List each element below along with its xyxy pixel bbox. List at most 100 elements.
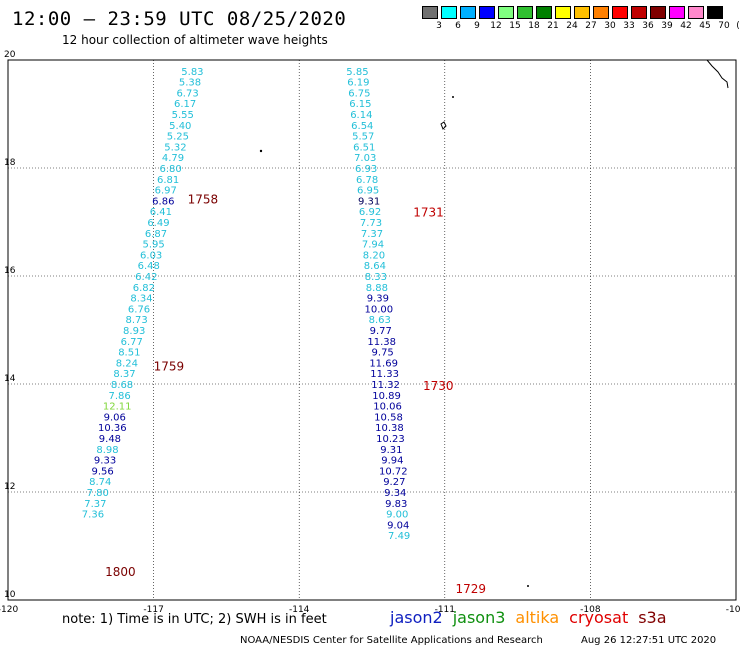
wave-height-value: 6.97 [155, 186, 177, 197]
legend-color-swatch [479, 6, 495, 19]
legend-label: 9 [474, 21, 480, 31]
wave-height-value: 5.32 [164, 142, 186, 153]
x-tick-label: -111 [435, 605, 455, 615]
legend-color-swatch [574, 6, 590, 19]
time-label: 1730 [423, 379, 454, 393]
wave-height-value: 8.73 [125, 315, 147, 326]
wave-height-value: 8.64 [364, 261, 386, 272]
wave-height-value: 7.94 [362, 240, 384, 251]
wave-height-value: 9.75 [372, 348, 394, 359]
wave-height-value: 12.11 [103, 402, 132, 413]
y-tick-label: 12 [4, 482, 15, 492]
wave-height-value: 6.76 [128, 304, 150, 315]
wave-height-value: 7.36 [82, 510, 104, 521]
legend-label: 36 [642, 21, 654, 31]
wave-height-value: 8.37 [113, 369, 135, 380]
wave-height-value: 6.86 [152, 196, 174, 207]
footer-timestamp: Aug 26 12:27:51 UTC 2020 [581, 635, 717, 646]
y-tick-label: 16 [4, 266, 16, 276]
wave-height-value: 8.24 [116, 358, 138, 369]
wave-height-value: 9.94 [381, 456, 403, 467]
page-title: 12:00 – 23:59 UTC 08/25/2020 [12, 8, 347, 30]
wave-height-value: 7.37 [84, 499, 106, 510]
y-tick-label: 14 [4, 374, 16, 384]
wave-height-value: 6.17 [174, 99, 196, 110]
wave-height-value: 6.41 [150, 207, 172, 218]
wave-height-value: 9.27 [383, 477, 405, 488]
wave-height-value: 6.51 [353, 142, 375, 153]
wave-height-value: 11.33 [370, 369, 399, 380]
wave-height-value: 4.79 [162, 153, 184, 164]
wave-height-value: 10.89 [372, 391, 401, 402]
wave-height-value: 9.31 [380, 445, 402, 456]
legend-color-swatch [498, 6, 514, 19]
wave-height-value: 5.95 [142, 240, 164, 251]
wave-height-value: 6.82 [133, 283, 155, 294]
wave-height-value: 7.49 [388, 531, 410, 542]
legend-label: 45 [699, 21, 711, 31]
legend-color-swatch [612, 6, 628, 19]
wave-height-value: 11.32 [371, 380, 400, 391]
wave-height-value: 9.33 [94, 456, 116, 467]
wave-height-value: 8.63 [369, 315, 391, 326]
legend-color-swatch [555, 6, 571, 19]
wave-height-value: 10.38 [375, 423, 404, 434]
legend-label: 21 [547, 21, 559, 31]
time-label: 1759 [154, 360, 185, 374]
wave-height-value: 8.93 [123, 326, 145, 337]
wave-height-value: 6.92 [359, 207, 381, 218]
wave-height-value: 5.25 [167, 132, 189, 143]
x-tick-label: -120 [0, 605, 18, 615]
satellite-label: jason3 [452, 608, 506, 627]
legend-color-swatch [650, 6, 666, 19]
legend-color-swatch [688, 6, 704, 19]
wave-height-value: 6.87 [145, 229, 167, 240]
legend-label: 39 [661, 21, 673, 31]
wave-height-value: 9.39 [367, 294, 389, 305]
legend-label: 18 [528, 21, 540, 31]
wave-height-value: 6.14 [350, 110, 372, 121]
wave-height-value: 6.48 [138, 261, 160, 272]
wave-height-value: 10.58 [374, 412, 403, 423]
wave-height-value: 6.03 [140, 250, 162, 261]
wave-height-value: 7.03 [354, 153, 376, 164]
satellite-label: altika [515, 608, 560, 627]
legend-color-swatch [536, 6, 552, 19]
wave-height-tracks: 5.835.386.736.175.555.405.255.324.796.80… [82, 67, 411, 542]
time-label: 1758 [188, 192, 219, 206]
coastline [259, 59, 729, 587]
wave-height-value: 8.20 [363, 250, 385, 261]
y-tick-label: 20 [4, 50, 16, 60]
wave-height-value: 6.19 [347, 78, 369, 89]
legend-label: 30 [604, 21, 616, 31]
wave-height-value: 8.74 [89, 477, 111, 488]
legend-unit: (ft) [736, 21, 740, 31]
wave-height-value: 6.80 [159, 164, 181, 175]
wave-height-value: 6.42 [135, 272, 157, 283]
wave-height-value: 9.34 [384, 488, 406, 499]
wave-height-value: 6.49 [147, 218, 169, 229]
wave-height-value: 8.98 [96, 445, 118, 456]
x-tick-label: -105 [726, 605, 740, 615]
footer-credit: NOAA/NESDIS Center for Satellite Applica… [240, 635, 543, 646]
legend-label: 15 [509, 21, 521, 31]
wave-height-value: 6.95 [357, 186, 379, 197]
legend-color-swatch [631, 6, 647, 19]
time-labels: 1758 1731 1759 1730 1800 1729 [105, 192, 486, 596]
legend-label: 33 [623, 21, 635, 31]
wave-height-value: 6.81 [157, 175, 179, 186]
map-grid [7, 59, 737, 601]
wave-height-value: 5.57 [352, 132, 374, 143]
wave-height-value: 7.73 [360, 218, 382, 229]
wave-height-value: 9.00 [386, 510, 408, 521]
satellite-label: jason2 [390, 608, 443, 627]
legend-label: 42 [680, 21, 692, 31]
map-frame [7, 59, 737, 601]
wave-height-value: 11.38 [367, 337, 396, 348]
wave-height-value: 9.06 [104, 412, 126, 423]
time-label: 1729 [455, 582, 486, 596]
legend-label: 27 [585, 21, 597, 31]
wave-height-value: 8.33 [365, 272, 387, 283]
satellite-legend: jason2 jason3 altika cryosat s3a [390, 608, 677, 627]
